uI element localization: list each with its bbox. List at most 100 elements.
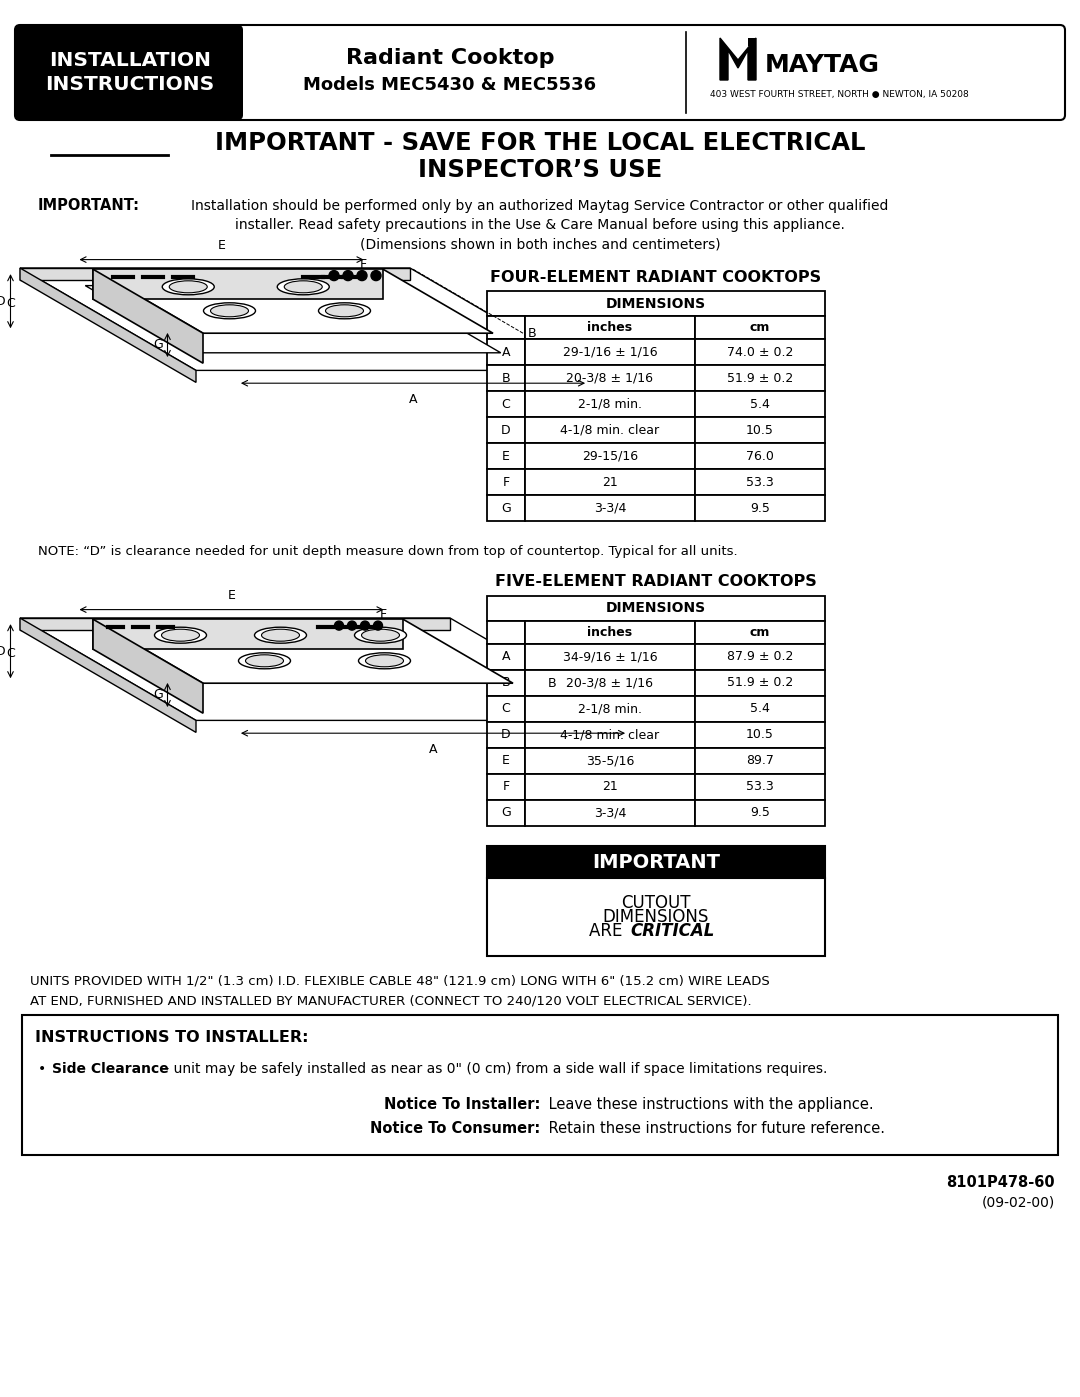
Bar <box>487 495 525 521</box>
Circle shape <box>343 271 353 281</box>
Bar <box>525 495 696 521</box>
Bar <box>525 416 696 443</box>
Text: ARE: ARE <box>590 922 627 940</box>
Text: G: G <box>152 338 162 352</box>
Text: DIMENSIONS: DIMENSIONS <box>606 602 706 616</box>
Polygon shape <box>720 38 756 80</box>
Text: 10.5: 10.5 <box>746 728 774 742</box>
Text: MAYTAG: MAYTAG <box>765 53 880 77</box>
Polygon shape <box>85 285 501 353</box>
Bar <box>525 622 696 644</box>
Text: 74.0 ± 0.2: 74.0 ± 0.2 <box>727 345 793 359</box>
Ellipse shape <box>245 655 283 666</box>
Text: installer. Read safety precautions in the Use & Care Manual before using this ap: installer. Read safety precautions in th… <box>235 218 845 232</box>
Text: A: A <box>408 393 417 407</box>
Text: UNITS PROVIDED WITH 1/2" (1.3 cm) I.D. FLEXIBLE CABLE 48" (121.9 cm) LONG WITH 6: UNITS PROVIDED WITH 1/2" (1.3 cm) I.D. F… <box>30 975 770 988</box>
Text: 34-9/16 ± 1/16: 34-9/16 ± 1/16 <box>563 651 658 664</box>
Polygon shape <box>21 617 195 732</box>
Ellipse shape <box>154 627 206 643</box>
Text: AT END, FURNISHED AND INSTALLED BY MANUFACTURER (CONNECT TO 240/120 VOLT ELECTRI: AT END, FURNISHED AND INSTALLED BY MANUF… <box>30 995 752 1007</box>
Bar <box>525 722 696 747</box>
Text: 403 WEST FOURTH STREET, NORTH ● NEWTON, IA 50208: 403 WEST FOURTH STREET, NORTH ● NEWTON, … <box>710 89 969 99</box>
Bar <box>525 671 696 696</box>
Text: 9.5: 9.5 <box>751 806 770 820</box>
Polygon shape <box>93 270 383 299</box>
Bar <box>487 722 525 747</box>
Text: D: D <box>501 423 511 436</box>
Text: 20-3/8 ± 1/16: 20-3/8 ± 1/16 <box>567 372 653 384</box>
Bar <box>525 339 696 365</box>
Text: F: F <box>502 781 510 793</box>
Bar <box>45 29 238 115</box>
Text: B: B <box>502 676 511 690</box>
Text: E: E <box>502 754 510 767</box>
Text: 29-1/16 ± 1/16: 29-1/16 ± 1/16 <box>563 345 658 359</box>
Bar <box>696 622 825 644</box>
Text: G: G <box>501 502 511 514</box>
Bar <box>487 800 525 826</box>
Circle shape <box>329 271 339 281</box>
FancyBboxPatch shape <box>15 25 243 120</box>
Bar <box>487 747 525 774</box>
Ellipse shape <box>203 303 256 319</box>
Text: INSTRUCTIONS TO INSTALLER:: INSTRUCTIONS TO INSTALLER: <box>35 1030 309 1045</box>
Text: C: C <box>6 647 15 661</box>
Text: Notice To Consumer:: Notice To Consumer: <box>369 1120 540 1136</box>
Polygon shape <box>21 268 410 279</box>
Text: F: F <box>380 608 387 620</box>
Text: 3-3/4: 3-3/4 <box>594 806 626 820</box>
Text: 4-1/8 min. clear: 4-1/8 min. clear <box>561 423 660 436</box>
Polygon shape <box>93 619 203 714</box>
Circle shape <box>348 622 356 630</box>
Text: 87.9 ± 0.2: 87.9 ± 0.2 <box>727 651 793 664</box>
Text: 4-1/8 min. clear: 4-1/8 min. clear <box>561 728 660 742</box>
Bar <box>487 416 525 443</box>
Text: Models MEC5430 & MEC5536: Models MEC5430 & MEC5536 <box>303 77 596 95</box>
Bar <box>696 391 825 416</box>
Text: B: B <box>528 327 537 339</box>
Text: 8101P478-60: 8101P478-60 <box>946 1175 1055 1190</box>
Bar <box>487 847 825 877</box>
Polygon shape <box>21 268 195 383</box>
Text: 53.3: 53.3 <box>746 781 774 793</box>
Bar <box>487 696 525 722</box>
Text: Radiant Cooktop: Radiant Cooktop <box>346 49 554 68</box>
Bar <box>696 644 825 671</box>
Bar <box>22 1016 1058 1155</box>
Text: CRITICAL: CRITICAL <box>630 922 714 940</box>
Bar <box>696 495 825 521</box>
Text: 20-3/8 ± 1/16: 20-3/8 ± 1/16 <box>567 676 653 690</box>
Bar <box>696 416 825 443</box>
Circle shape <box>361 622 369 630</box>
Text: 76.0: 76.0 <box>746 450 774 462</box>
Ellipse shape <box>170 281 207 293</box>
Text: D: D <box>501 728 511 742</box>
Bar <box>525 365 696 391</box>
Polygon shape <box>21 617 626 721</box>
FancyBboxPatch shape <box>15 25 1065 120</box>
Text: C: C <box>6 298 15 310</box>
Text: INSPECTOR’S USE: INSPECTOR’S USE <box>418 158 662 182</box>
Text: 3-3/4: 3-3/4 <box>594 502 626 514</box>
Text: 2-1/8 min.: 2-1/8 min. <box>578 398 642 411</box>
Text: 21: 21 <box>603 475 618 489</box>
Bar <box>487 365 525 391</box>
Text: A: A <box>502 651 510 664</box>
Bar <box>525 800 696 826</box>
Polygon shape <box>21 268 586 370</box>
Text: C: C <box>501 398 511 411</box>
Text: B: B <box>502 372 511 384</box>
Text: 29-15/16: 29-15/16 <box>582 450 638 462</box>
Text: 35-5/16: 35-5/16 <box>585 754 634 767</box>
Circle shape <box>357 271 367 281</box>
Text: inches: inches <box>588 321 633 334</box>
Ellipse shape <box>319 303 370 319</box>
Text: B: B <box>548 676 556 690</box>
Text: F: F <box>360 258 367 271</box>
Bar <box>525 443 696 469</box>
Text: inches: inches <box>588 626 633 638</box>
Text: 89.7: 89.7 <box>746 754 774 767</box>
Text: FOUR-ELEMENT RADIANT COOKTOPS: FOUR-ELEMENT RADIANT COOKTOPS <box>490 270 822 285</box>
Text: Installation should be performed only by an authorized Maytag Service Contractor: Installation should be performed only by… <box>191 198 889 212</box>
Bar <box>487 644 525 671</box>
